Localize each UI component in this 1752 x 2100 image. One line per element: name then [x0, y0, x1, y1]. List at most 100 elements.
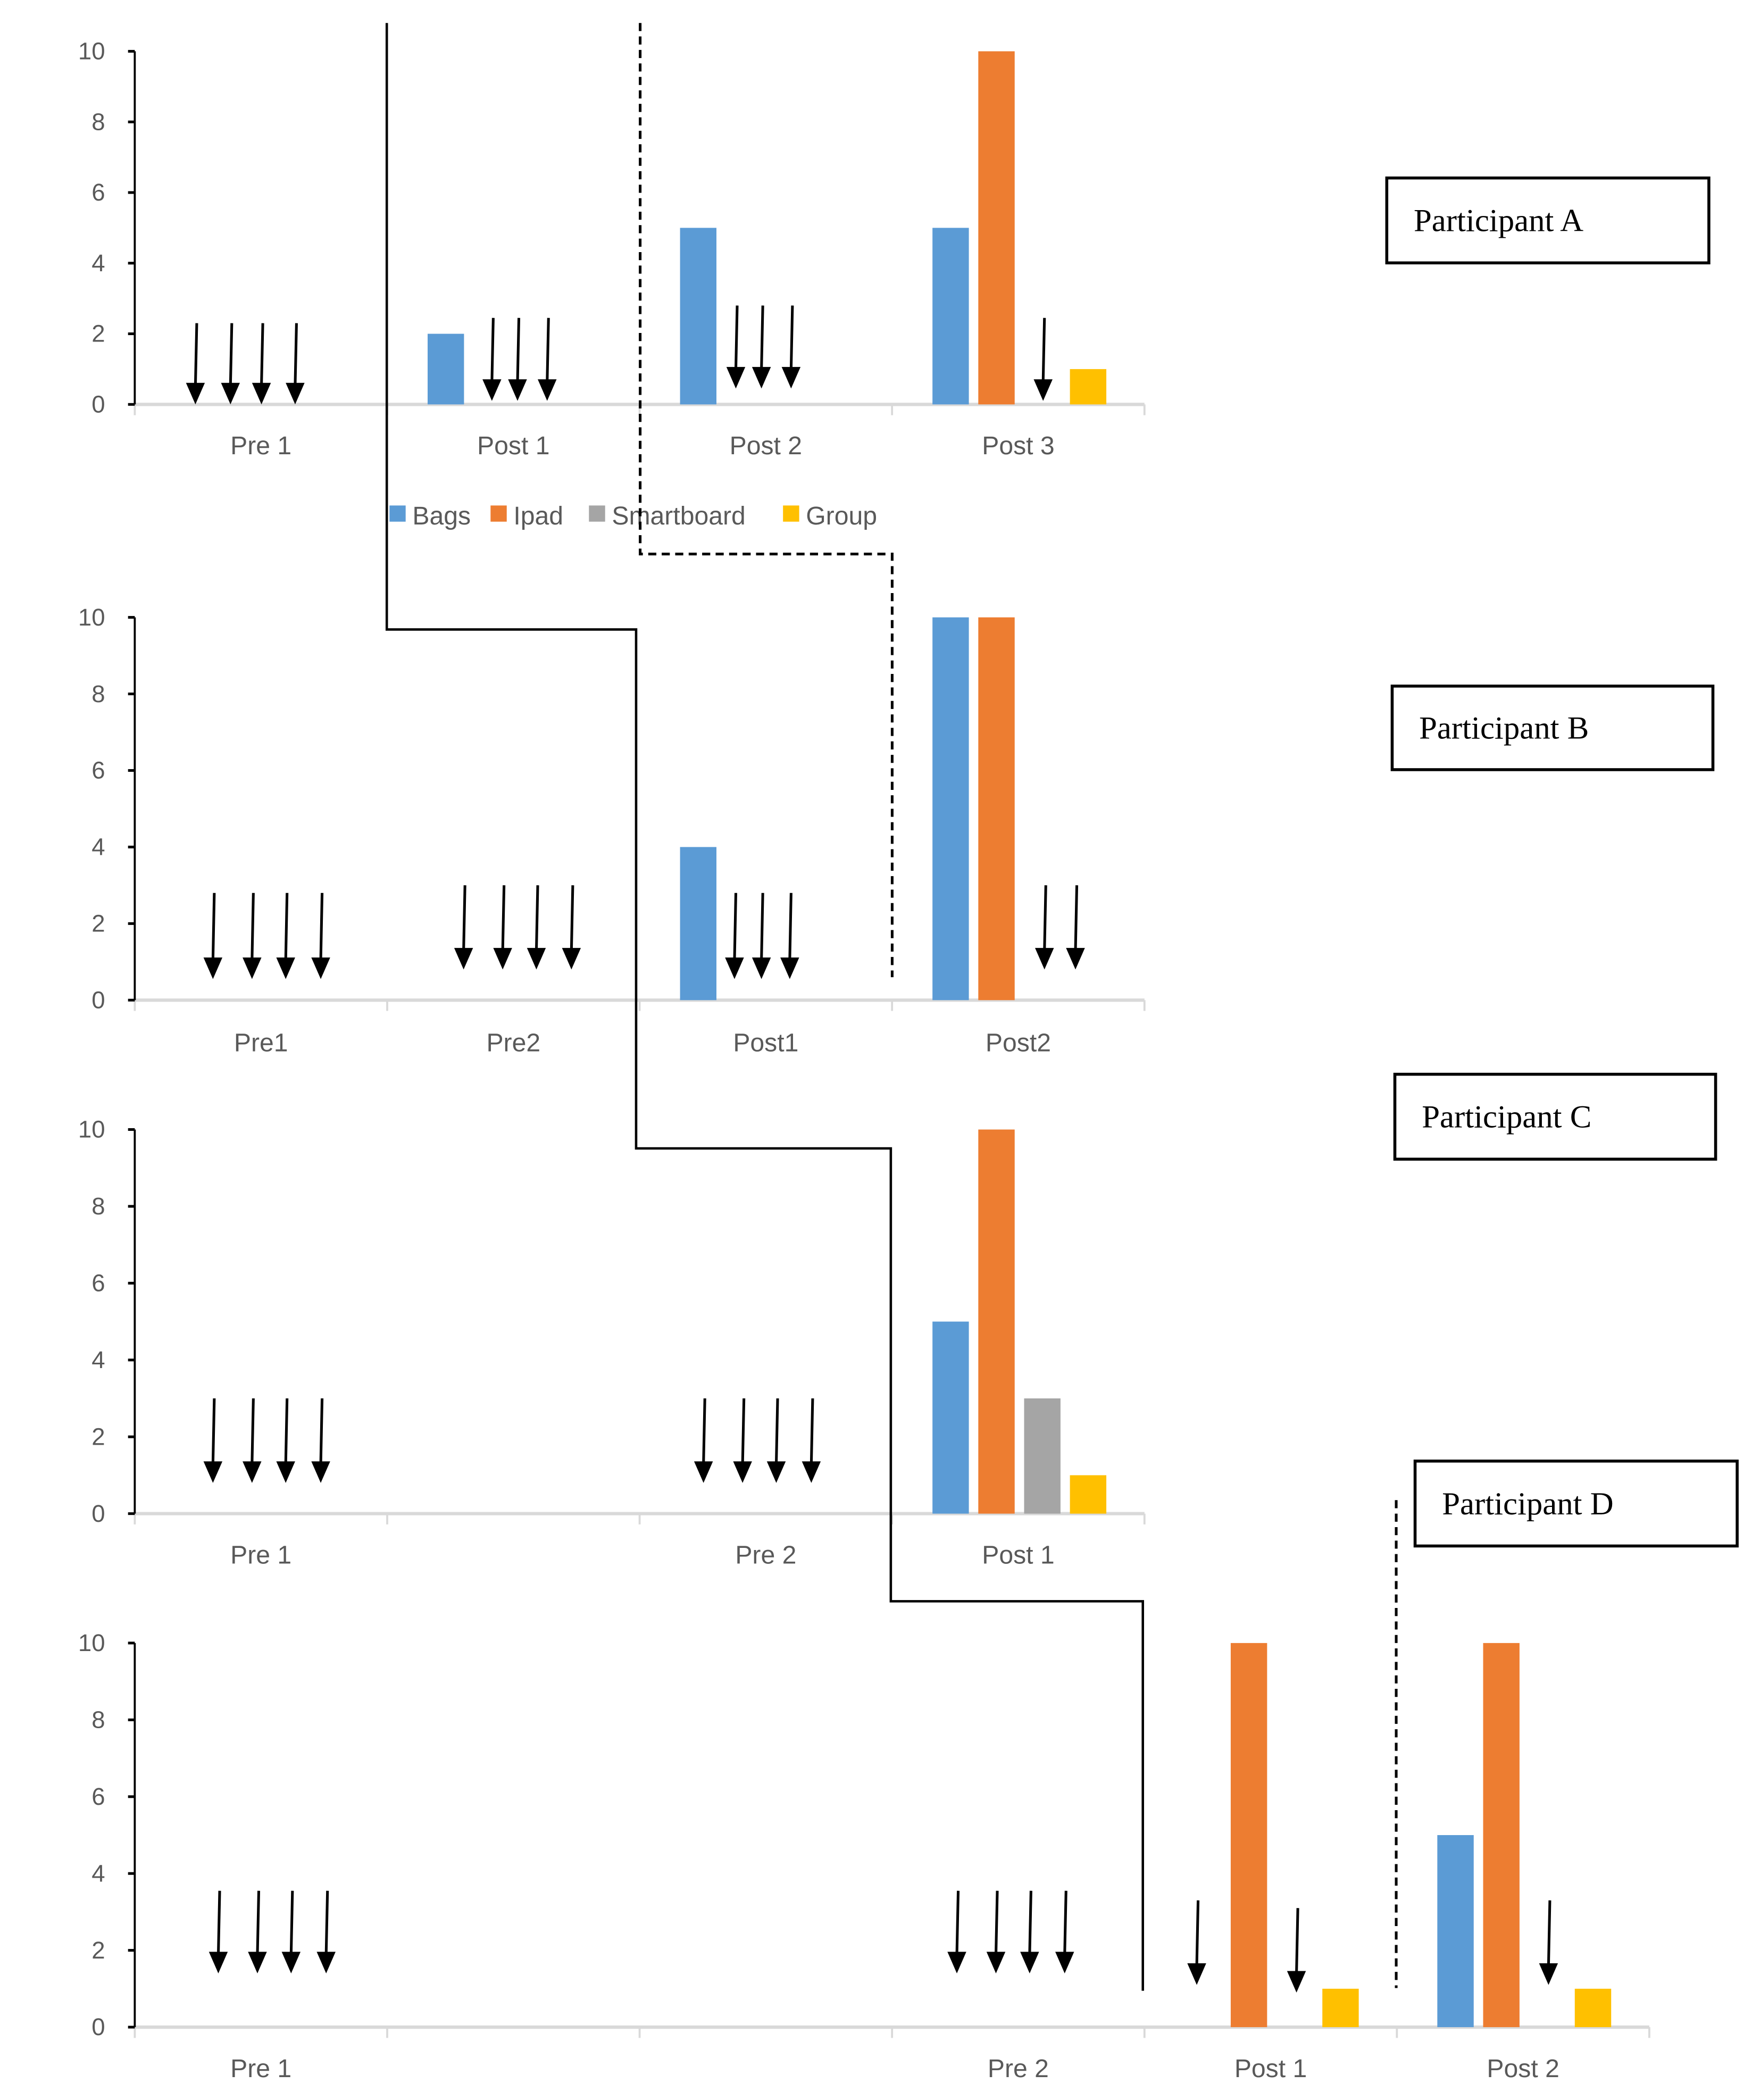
bar-smartboard [1024, 1398, 1061, 1514]
down-arrow-icon [562, 885, 581, 970]
down-arrow-icon [780, 893, 799, 979]
arrow-head [203, 1461, 223, 1483]
y-tick-label: 0 [91, 2013, 105, 2040]
arrow-shaft [1195, 1900, 1200, 1966]
category-label: Pre 1 [230, 1540, 291, 1569]
arrow-shaft [251, 1398, 255, 1464]
arrow-head [752, 366, 771, 389]
y-tick-label: 8 [91, 1193, 105, 1220]
down-arrow-icon [186, 323, 205, 405]
arrow-shaft [702, 1398, 706, 1464]
down-arrow-icon [248, 1890, 267, 1973]
arrow-shaft [1295, 1908, 1299, 1974]
legend-label-bags: Bags [412, 502, 471, 530]
down-arrow-icon [947, 1890, 966, 1973]
arrow-shaft [516, 318, 521, 382]
category-label: Post 2 [1487, 2054, 1559, 2083]
arrow-shaft [229, 323, 233, 386]
down-arrow-icon [781, 305, 801, 389]
down-arrow-icon [281, 1890, 301, 1973]
arrow-shaft [490, 318, 495, 382]
down-arrow-icon [454, 885, 473, 970]
arrow-shaft [256, 1890, 261, 1955]
arrow-shaft [760, 893, 764, 961]
arrow-shaft [955, 1890, 960, 1955]
arrow-head [1033, 379, 1053, 401]
bar-bags [932, 228, 969, 405]
category-label: Post 1 [982, 1540, 1054, 1569]
y-tick-label: 10 [78, 1116, 105, 1143]
bar-bags [680, 847, 716, 1001]
phase-change-line-solid [385, 23, 1144, 1991]
arrow-shaft [501, 885, 506, 951]
down-arrow-icon [482, 318, 502, 401]
bar-bags [932, 617, 969, 1001]
y-tick-label: 6 [91, 757, 105, 784]
arrow-head [276, 1461, 295, 1483]
arrow-shaft [319, 893, 324, 961]
arrow-head [243, 1461, 262, 1483]
category-label: Pre 2 [735, 1540, 796, 1569]
arrow-shaft [734, 305, 739, 370]
arrow-head [562, 948, 581, 970]
arrow-head [208, 1952, 228, 1973]
arrow-head [221, 382, 240, 405]
arrow-shaft [741, 1398, 746, 1464]
down-arrow-icon [1187, 1900, 1206, 1985]
arrow-head [733, 1461, 752, 1483]
arrow-shaft [251, 893, 255, 961]
legend-swatch-smartboard [589, 505, 605, 522]
arrow-head [1066, 948, 1085, 970]
arrow-shaft [535, 885, 539, 951]
arrow-head [1287, 1971, 1306, 1993]
arrow-shaft [289, 1890, 294, 1955]
arrow-shaft [1028, 1890, 1032, 1955]
down-arrow-icon [1033, 318, 1053, 401]
arrow-shaft [546, 318, 550, 382]
arrow-shaft [216, 1890, 221, 1955]
arrow-shaft [462, 885, 466, 951]
arrow-head [1539, 1963, 1558, 1985]
arrow-head [482, 379, 502, 401]
category-label: Pre2 [486, 1029, 540, 1057]
down-arrow-icon [733, 1398, 752, 1483]
arrow-shaft [994, 1890, 999, 1955]
panel-d: 0 2 4 6 8 10 Pre 1 Pre 2 Post 1 Post 2 Participant… [78, 1460, 1739, 2083]
category-label: Post 3 [982, 431, 1054, 460]
arrow-head [454, 948, 473, 970]
down-arrow-icon [766, 1398, 786, 1483]
category-label: Post2 [986, 1029, 1051, 1057]
category-label: Post 1 [1234, 2054, 1307, 2083]
participant-label-box [1390, 685, 1715, 771]
arrow-head [986, 1952, 1006, 1973]
bar-bags [680, 228, 716, 405]
down-arrow-icon [1034, 885, 1054, 970]
arrow-head [508, 379, 527, 401]
arrow-shaft [324, 1890, 329, 1955]
bar-bags [1437, 1835, 1474, 2028]
arrow-shaft [260, 323, 264, 386]
category-label: Post1 [733, 1029, 798, 1057]
arrow-head [311, 1461, 330, 1483]
y-tick-label: 10 [78, 38, 105, 65]
y-tick-label: 6 [91, 1270, 105, 1297]
down-arrow-icon [203, 893, 223, 979]
bar-ipad [978, 1129, 1015, 1514]
legend-swatch-ipad [490, 505, 507, 522]
bar-ipad [1483, 1643, 1520, 2028]
down-arrow-icon [752, 305, 771, 389]
arrow-head [802, 1461, 821, 1483]
down-arrow-icon [725, 893, 744, 979]
arrow-shaft [1043, 885, 1047, 951]
category-label: Pre 1 [230, 2054, 291, 2083]
arrow-shaft [294, 323, 298, 386]
arrow-shaft [733, 893, 738, 961]
panel-a: 0 2 4 6 8 10 Pre 1 Post 1 Post 2 Post 3 Participan… [78, 38, 1711, 460]
down-arrow-icon [276, 893, 295, 979]
y-tick-label: 4 [91, 249, 105, 277]
y-tick-label: 8 [91, 1706, 105, 1734]
arrow-head [752, 957, 771, 979]
y-tick-label: 2 [91, 1423, 105, 1450]
y-tick-label: 2 [91, 910, 105, 937]
